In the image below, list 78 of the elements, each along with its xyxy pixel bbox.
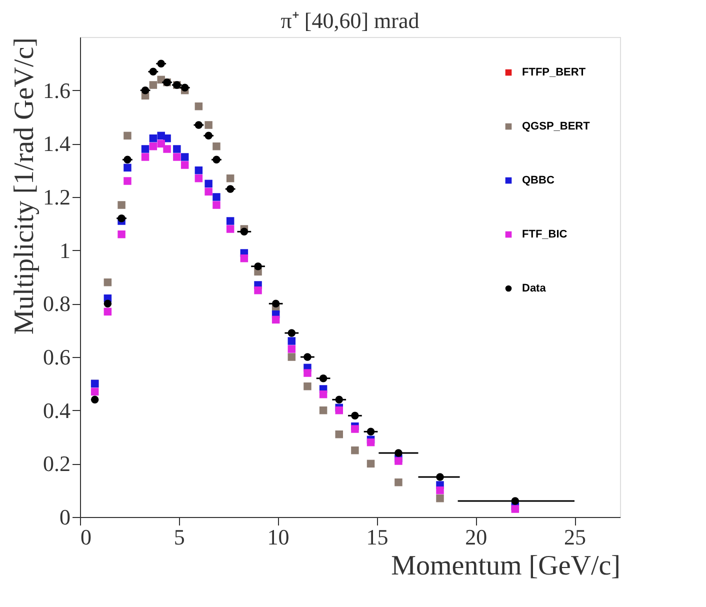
point (436, 494, 444, 502)
point (204, 180, 212, 188)
point (104, 278, 112, 286)
y-tick-label: 0.8 (43, 291, 70, 316)
point (149, 142, 158, 150)
point (254, 286, 262, 294)
point (212, 193, 220, 201)
y-tick-label: 1.4 (43, 131, 70, 156)
point (180, 161, 189, 169)
point (394, 457, 402, 465)
y-tick-label: 1.6 (43, 78, 70, 103)
point (118, 230, 126, 238)
point (104, 300, 112, 308)
point (204, 121, 212, 129)
x-tick-label: 5 (174, 524, 185, 550)
point (173, 145, 181, 153)
point (304, 369, 312, 377)
y-tick-label: 0.2 (43, 451, 70, 476)
point (194, 174, 203, 182)
point (141, 145, 150, 153)
point (124, 164, 132, 172)
point (319, 390, 328, 398)
point (288, 353, 296, 361)
point (436, 486, 444, 494)
chart-title: π⁺ [40,60] mrad (280, 8, 420, 33)
point (511, 505, 520, 513)
x-tick-label: 20 (465, 524, 488, 550)
point (272, 316, 280, 324)
point (351, 425, 359, 433)
point (173, 153, 181, 161)
point (90, 388, 99, 396)
y-tick-label: 0.4 (43, 398, 70, 423)
x-axis-title: Momentum [GeV/c] (391, 550, 620, 582)
point (124, 132, 132, 140)
point (118, 201, 126, 209)
point (104, 308, 112, 316)
point (351, 446, 359, 454)
point (226, 174, 234, 182)
point (366, 460, 375, 468)
point (319, 406, 328, 414)
point (226, 217, 234, 225)
point (240, 254, 248, 262)
point (149, 81, 158, 89)
point (194, 166, 203, 174)
y-tick-label: 0.6 (43, 344, 70, 370)
point (157, 140, 165, 148)
point (304, 382, 312, 390)
point (180, 153, 189, 161)
legend-label: QGSP_BERT (522, 120, 590, 132)
y-axis-title: Multiplicity [1/rad GeV/c] (9, 38, 40, 335)
point (90, 396, 99, 404)
point (335, 430, 343, 438)
point (204, 188, 212, 196)
point (163, 145, 171, 153)
legend-label: FTF_BIC (522, 228, 568, 240)
point (366, 438, 375, 446)
point (288, 337, 296, 345)
point (226, 225, 234, 233)
x-tick-label: 10 (267, 524, 290, 550)
y-tick-label: 0 (60, 504, 70, 530)
point (212, 201, 220, 209)
y-tick-label: 1 (60, 238, 70, 263)
point (288, 345, 296, 353)
point (124, 177, 132, 185)
point (141, 153, 150, 161)
legend-label: Data (522, 282, 547, 294)
y-tick-label: 1.2 (43, 184, 70, 210)
point (149, 134, 158, 142)
x-tick-label: 25 (564, 524, 586, 550)
legend-label: FTFP_BERT (522, 66, 586, 78)
legend-label: QBBC (522, 174, 554, 186)
x-tick-label: 0 (80, 524, 92, 550)
point (194, 102, 203, 110)
point (163, 134, 171, 142)
point (212, 142, 220, 150)
point (394, 478, 402, 486)
point (335, 406, 343, 414)
x-tick-label: 15 (366, 524, 388, 550)
